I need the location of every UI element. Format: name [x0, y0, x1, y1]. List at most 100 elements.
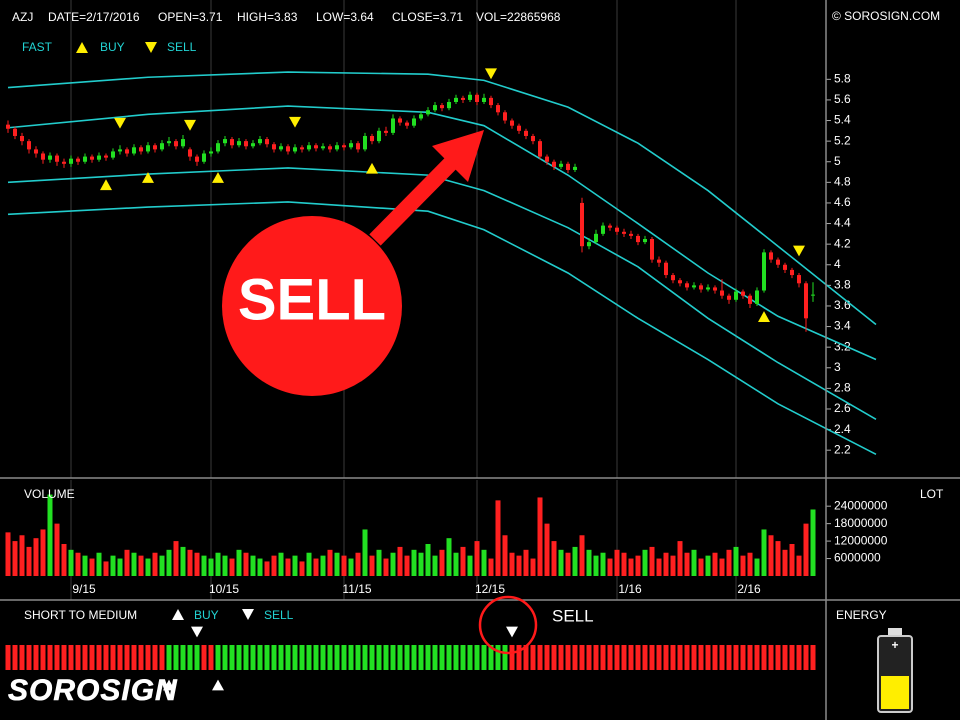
trend-bar: [117, 645, 123, 670]
volume-bar: [705, 555, 711, 576]
volume-bar: [516, 555, 522, 576]
volume-title: VOLUME: [24, 487, 75, 501]
volume-bar: [89, 558, 95, 576]
legend-buy-icon: [172, 609, 184, 620]
trend-bar: [698, 645, 704, 670]
sell-signal: [289, 116, 301, 128]
trend-bar: [362, 645, 368, 670]
volume-bar: [810, 509, 816, 576]
volume-bar: [789, 544, 795, 576]
trend-bar: [642, 645, 648, 670]
candle-body: [370, 135, 374, 142]
candle-body: [713, 287, 717, 291]
candle-body: [83, 156, 87, 162]
candle-body: [650, 239, 654, 260]
trend-bar: [124, 645, 130, 670]
y-tick-label: 5.4: [834, 113, 851, 127]
candle-body: [524, 130, 528, 136]
trend-bar: [558, 645, 564, 670]
candle-body: [727, 295, 731, 300]
sell-signal: [184, 119, 196, 131]
volume-bar: [173, 541, 179, 576]
trend-bar: [453, 645, 459, 670]
candle-body: [790, 269, 794, 276]
volume-bar: [579, 535, 585, 576]
short-legend-buy: BUY: [194, 608, 219, 622]
trend-bar: [313, 645, 319, 670]
trend-bar: [5, 645, 11, 670]
trend-bar: [628, 645, 634, 670]
legend-sell-icon: [145, 42, 157, 53]
candle-body: [755, 290, 759, 304]
volume-bar: [257, 558, 263, 576]
x-tick-label: 10/15: [209, 582, 239, 596]
y-tick-label: 5.8: [834, 71, 851, 85]
trend-bar: [243, 645, 249, 670]
volume-bar: [397, 546, 403, 576]
y-tick-label: 24000000: [834, 498, 888, 512]
trend-bar: [705, 645, 711, 670]
trend-bar: [411, 645, 417, 670]
trend-bar: [383, 645, 389, 670]
trend-bar: [82, 645, 88, 670]
volume-bar: [103, 561, 109, 576]
candle-body: [41, 153, 45, 160]
trend-bar: [544, 645, 550, 670]
volume-bar: [278, 552, 284, 576]
candle-body: [706, 287, 710, 290]
trend-bar: [285, 645, 291, 670]
battery-plus: +: [891, 638, 898, 652]
trend-bar: [327, 645, 333, 670]
candle-body: [153, 145, 157, 150]
volume-bar: [299, 561, 305, 576]
trend-bar: [481, 645, 487, 670]
candle-body: [769, 252, 773, 260]
candle-body: [594, 233, 598, 243]
volume-bar: [635, 555, 641, 576]
trend-bar: [502, 645, 508, 670]
volume-bar: [488, 558, 494, 576]
volume-bar: [684, 552, 690, 576]
trend-bar: [299, 645, 305, 670]
battery-cap: [888, 628, 902, 636]
trend-bar: [369, 645, 375, 670]
volume-bar: [495, 500, 501, 576]
volume-bar: [474, 541, 480, 576]
trend-bar: [222, 645, 228, 670]
trend-bar: [19, 645, 25, 670]
trend-bar: [789, 645, 795, 670]
volume-bar: [453, 552, 459, 576]
volume-bar: [607, 558, 613, 576]
candle-body: [580, 202, 584, 247]
candle-body: [384, 130, 388, 133]
volume-bar: [138, 555, 144, 576]
candle-body: [510, 120, 514, 126]
trend-bar: [208, 645, 214, 670]
legend-sell: SELL: [167, 40, 197, 54]
candle-body: [272, 144, 276, 150]
annotation-arrowhead: [432, 130, 484, 182]
trend-bar: [740, 645, 746, 670]
x-tick-label: 1/16: [618, 582, 642, 596]
trend-bar: [12, 645, 18, 670]
trend-bar: [446, 645, 452, 670]
candle-body: [447, 101, 451, 109]
candle-body: [20, 135, 24, 142]
candle-body: [748, 295, 752, 304]
trend-bar: [579, 645, 585, 670]
candle-body: [433, 105, 437, 111]
volume-bar: [481, 549, 487, 576]
volume-bar: [621, 552, 627, 576]
short-annotation: SELL: [552, 606, 594, 625]
volume-bar: [768, 535, 774, 576]
candle-body: [6, 124, 10, 129]
volume-bar: [726, 549, 732, 576]
volume-bar: [194, 552, 200, 576]
trend-bar: [173, 645, 179, 670]
header-close: CLOSE=3.71: [392, 10, 463, 24]
band-line: [7, 201, 877, 456]
volume-bar: [383, 558, 389, 576]
y-tick-label: 5.6: [834, 92, 851, 106]
volume-bar: [747, 552, 753, 576]
